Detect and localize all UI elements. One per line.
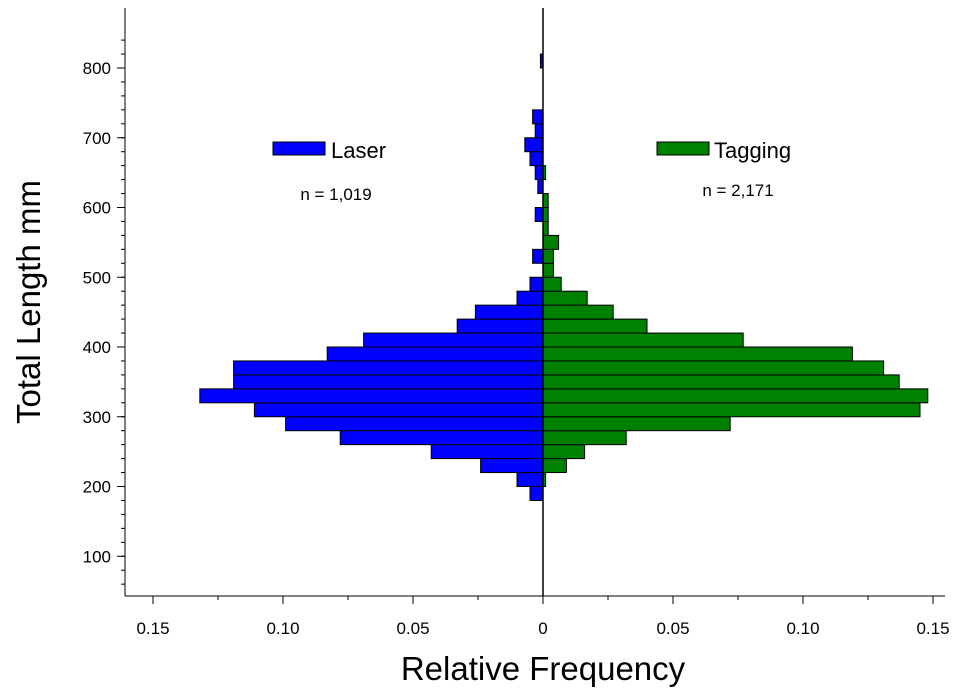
bar-tagging-230 [542,458,567,474]
bar-laser-490 [529,276,544,292]
bar-tagging-290 [542,416,731,432]
bar-tagging-590 [542,207,549,222]
legend-label-laser: Laser [331,138,386,163]
bar-laser-190 [529,486,544,501]
y-tick-label-800: 800 [83,59,111,78]
bar-laser-370 [233,360,544,376]
bar-laser-450 [474,304,544,320]
bar-laser-670 [529,151,544,167]
bar-tagging-550 [542,234,560,250]
legend-swatch-tagging [656,141,710,156]
bars-layer [199,53,929,501]
bar-tagging-470 [542,290,588,306]
bar-laser-410 [363,332,544,348]
y-tick-label-400: 400 [83,338,111,357]
bar-laser-290 [285,416,544,432]
bar-laser-630 [537,179,544,195]
bar-tagging-430 [542,318,648,334]
legend-label-tagging: Tagging [714,138,791,163]
y-tick-label-300: 300 [83,408,111,427]
bar-tagging-530 [542,248,554,264]
bar-tagging-410 [542,332,744,348]
bar-laser-530 [532,248,544,264]
bar-laser-470 [516,290,544,306]
y-tick-label-700: 700 [83,129,111,148]
bar-laser-330 [199,388,544,404]
bar-tagging-250 [542,444,586,460]
bar-laser-250 [430,444,544,460]
x-tick-label-6: 0.15 [916,619,949,638]
x-tick-label-4: 0.05 [656,619,689,638]
bar-laser-270 [339,430,544,446]
x-tick-label-1: 0.10 [266,619,299,638]
bar-laser-210 [516,472,544,487]
y-tick-label-600: 600 [83,199,111,218]
bar-tagging-490 [542,276,562,292]
bar-laser-690 [524,137,544,153]
bar-tagging-350 [542,374,900,390]
bar-tagging-510 [542,262,554,278]
legend-laser: Laser n = 1,019 [272,138,386,204]
bar-tagging-570 [542,220,549,236]
bar-tagging-390 [542,346,853,362]
axes-layer [124,8,945,597]
bar-laser-590 [534,207,544,222]
bar-laser-730 [532,109,544,125]
x-tick-label-3: 0 [538,619,547,638]
x-tick-label-5: 0.10 [786,619,819,638]
bar-laser-350 [233,374,544,390]
bar-laser-430 [456,318,544,334]
x-tick-label-2: 0.05 [396,619,429,638]
y-axis-title: Total Length mm [10,180,47,424]
bar-tagging-610 [542,193,549,209]
n-label-tagging: n = 2,171 [702,181,773,200]
legend-swatch-laser [272,141,326,156]
n-label-laser: n = 1,019 [300,185,371,204]
bar-tagging-270 [542,430,627,446]
bar-laser-230 [480,458,544,474]
bar-laser-390 [326,346,544,362]
bar-tagging-450 [542,304,614,320]
bar-tagging-370 [542,360,885,376]
x-tick-label-0: 0.15 [136,619,169,638]
y-tick-label-100: 100 [83,547,111,566]
bar-tagging-310 [542,402,921,418]
bar-laser-710 [534,123,544,139]
legend-tagging: Tagging n = 2,171 [656,138,791,200]
bar-tagging-330 [542,388,929,404]
x-axis-title: Relative Frequency [401,650,686,687]
bar-laser-310 [253,402,544,418]
y-tick-label-500: 500 [83,268,111,287]
y-tick-label-200: 200 [83,478,111,497]
bar-laser-650 [534,165,544,181]
ticks-layer: 0.15 0.10 0.05 0 0.05 0.10 0.15 100 200 300 400 500… [83,39,950,638]
